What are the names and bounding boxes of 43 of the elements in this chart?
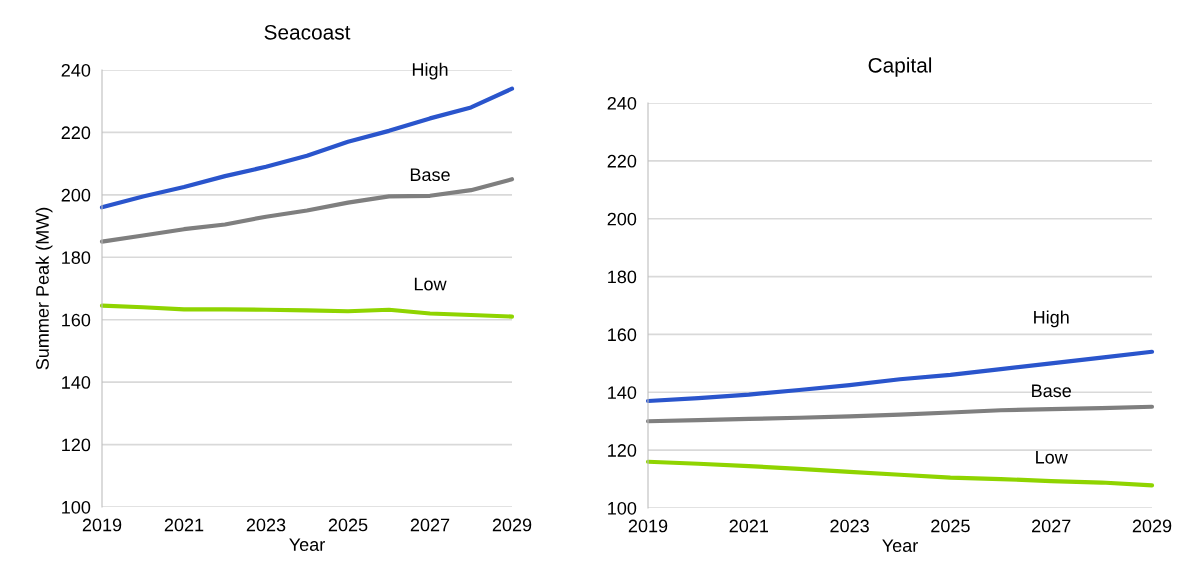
y-tick-label: 100 [62,500,91,514]
x-axis-title: Year [289,538,325,551]
line-series [99,86,515,210]
series-label: Base [1032,384,1071,398]
y-axis-title: Summer Peak (MW) [35,207,53,370]
y-tick-label: 180 [608,270,637,284]
x-tick-label: 2023 [246,518,286,532]
x-axis-title: Year [882,539,918,552]
series-label: Base [410,168,450,182]
y-tick-label: 140 [608,386,637,400]
line-series [645,404,1155,424]
series-label: Low [1036,451,1068,464]
y-tick-label: 120 [62,438,91,452]
x-tick-label: 2019 [628,519,668,533]
chart-title: Capital [868,57,932,77]
x-tick-label: 2025 [931,519,970,533]
y-tick-label: 120 [608,444,637,457]
line-series [99,303,515,319]
x-tick-label: 2021 [729,519,768,533]
y-tick-label: 100 [608,501,637,515]
y-tick-label: 220 [61,126,91,140]
y-tick-label: 160 [608,328,637,342]
series-label: High [412,62,448,80]
y-tick-label: 240 [61,63,91,77]
y-tick-label: 200 [61,188,91,202]
x-tick-label: 2021 [164,518,204,532]
x-tick-label: 2027 [1032,519,1071,533]
y-tick-label: 140 [62,376,91,389]
x-tick-label: 2019 [82,518,122,532]
line-series [645,349,1155,404]
x-tick-label: 2029 [492,518,532,532]
x-tick-label: 2025 [328,518,368,532]
y-tick-label: 180 [62,251,91,265]
y-tick-label: 160 [62,313,91,327]
x-tick-label: 2029 [1132,519,1172,533]
y-tick-label: 240 [607,96,637,110]
series-label: Low [414,277,447,291]
x-tick-label: 2027 [410,518,450,532]
x-tick-label: 2023 [830,519,869,533]
chart-title: Seacoast [264,24,351,40]
y-tick-label: 200 [607,212,637,226]
y-tick-label: 220 [607,154,637,168]
series-label: High [1034,310,1069,328]
